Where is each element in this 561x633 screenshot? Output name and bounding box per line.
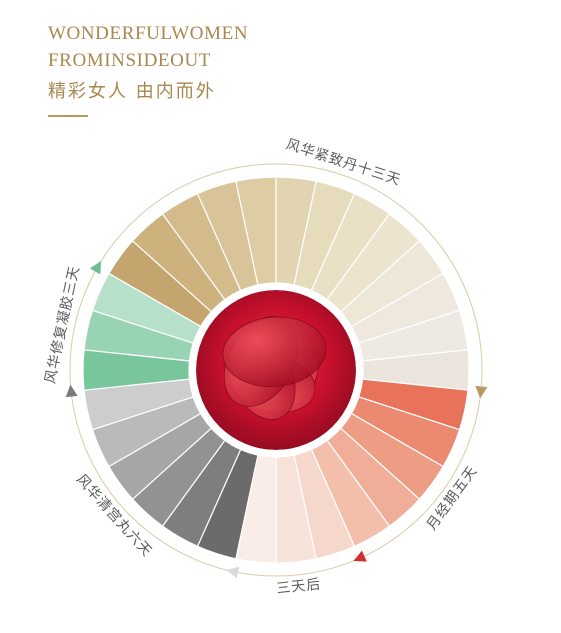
title-divider (48, 115, 88, 117)
outer-guide-ring (69, 163, 483, 577)
rose-image (196, 290, 356, 450)
title-line-2: FROMINSIDEOUT (48, 50, 211, 71)
phase-label: 风华修复凝胶三天 (41, 264, 83, 385)
header: WONDERFULWOMEN FROMINSIDEOUT 精彩女人 由内而外 (48, 20, 248, 117)
rose-petal (222, 316, 327, 387)
phase-marker-triangle (353, 550, 367, 562)
phase-label: 三天后 (276, 576, 322, 597)
phase-marker-triangle (226, 566, 240, 579)
phase-marker-triangle (475, 385, 488, 399)
phase-marker-triangle (89, 260, 102, 275)
phase-marker-triangle (65, 384, 78, 398)
title-line-1: WONDERFULWOMEN (48, 23, 249, 44)
segment-ring (82, 176, 470, 564)
subtitle: 精彩女人 由内而外 (48, 81, 216, 102)
